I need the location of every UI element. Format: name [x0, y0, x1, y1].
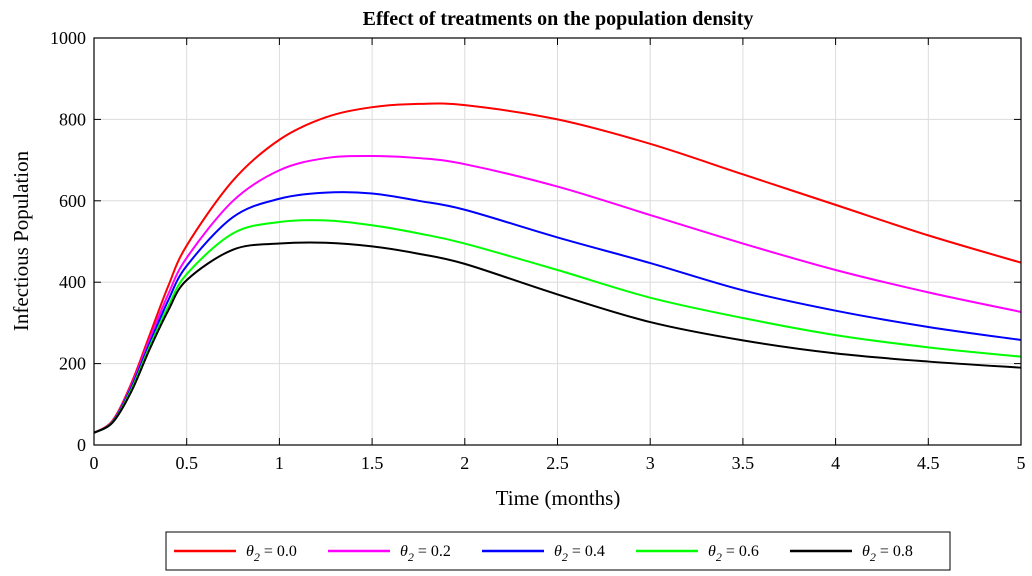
series-lines — [93, 102, 1022, 434]
legend-label: θ2 = 0.0 — [246, 543, 297, 564]
x-tick-label: 0.5 — [175, 453, 198, 473]
x-tick-label: 0 — [90, 453, 99, 473]
y-tick-label: 0 — [77, 435, 86, 455]
x-axis-label: Time (months) — [496, 486, 621, 510]
y-axis-label: Infectious Population — [9, 150, 33, 331]
legend-label: θ2 = 0.4 — [554, 543, 605, 564]
y-tick-label: 400 — [59, 272, 86, 292]
series-line-0 — [93, 102, 1022, 434]
legend-item-1: θ2 = 0.2 — [328, 543, 451, 564]
axis-ticks: 0 0.5 1 1.5 2 2.5 3 3.5 4 4.5 5 0 200 400 600 800 1000 — [50, 28, 1026, 473]
y-tick-label: 1000 — [50, 28, 86, 48]
y-tick-label: 600 — [59, 191, 86, 211]
y-tick-label: 800 — [59, 109, 86, 129]
y-tick-label: 200 — [59, 354, 86, 374]
legend-label: θ2 = 0.8 — [862, 543, 913, 564]
x-tick-label: 1.5 — [361, 453, 384, 473]
series-line-2 — [93, 191, 1022, 434]
series-line-1 — [93, 155, 1022, 434]
x-tick-label: 2 — [460, 453, 469, 473]
chart-title: Effect of treatments on the population d… — [363, 8, 754, 30]
legend-item-3: θ2 = 0.6 — [636, 543, 759, 564]
x-tick-label: 3 — [646, 453, 655, 473]
x-tick-label: 5 — [1017, 453, 1026, 473]
series-line-4 — [93, 241, 1022, 434]
x-tick-label: 2.5 — [546, 453, 569, 473]
legend-label: θ2 = 0.6 — [708, 543, 759, 564]
legend-item-2: θ2 = 0.4 — [482, 543, 605, 564]
series-line-3 — [93, 219, 1022, 434]
legend: θ2 = 0.0 θ2 = 0.2 θ2 = 0.4 θ2 = 0.6 θ2 = 0.8 — [165, 531, 951, 571]
legend-item-4: θ2 = 0.8 — [790, 543, 913, 564]
x-tick-label: 4 — [831, 453, 840, 473]
grid-lines — [93, 37, 1022, 446]
legend-label: θ2 = 0.2 — [400, 543, 451, 564]
x-tick-label: 4.5 — [917, 453, 940, 473]
legend-item-0: θ2 = 0.0 — [174, 543, 297, 564]
x-tick-label: 3.5 — [732, 453, 755, 473]
x-tick-label: 1 — [275, 453, 284, 473]
